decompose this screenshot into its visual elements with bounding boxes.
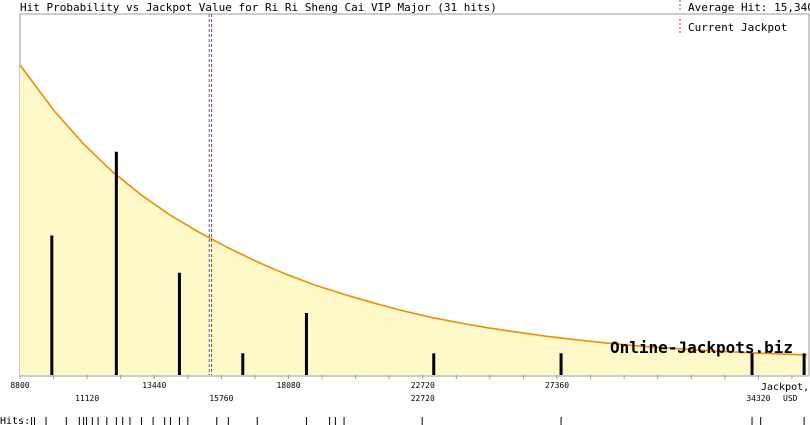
legend: Average Hit: 15,340 Current Jackpot (679, 0, 810, 34)
watermark-text: Online-Jackpots.biz (610, 338, 793, 357)
legend-current-label: Current Jackpot (688, 21, 787, 34)
x-tick-label: 34320 (746, 394, 770, 403)
x-axis-label: Jackpot, (761, 382, 809, 393)
reference-lines (208, 14, 213, 375)
x-tick-label: 22720 (411, 394, 435, 403)
probability-area-fill (20, 65, 807, 375)
x-tick-label: 18080 (276, 381, 300, 390)
x-axis: 8800 13440 18080 22720 27360 11120 15760 22720 3… (10, 375, 793, 403)
hits-label: Hits: (0, 416, 30, 425)
probability-curve-line (19, 64, 808, 356)
x-tick-label: 15760 (209, 394, 233, 403)
probability-area (20, 65, 807, 375)
x-tick-label: 11120 (75, 394, 99, 403)
probability-curve (19, 64, 808, 356)
chart-title: Hit Probability vs Jackpot Value for Ri … (20, 1, 497, 14)
x-tick-label: 8800 (10, 381, 29, 390)
hits-rug (31, 417, 805, 425)
x-axis-unit: USD (783, 394, 798, 403)
legend-average-label: Average Hit: 15,340 (688, 1, 810, 14)
x-tick-label: 27360 (545, 381, 569, 390)
x-tick-label: 22720 (411, 381, 435, 390)
x-tick-label: 13440 (142, 381, 166, 390)
hit-bars (50, 151, 806, 375)
